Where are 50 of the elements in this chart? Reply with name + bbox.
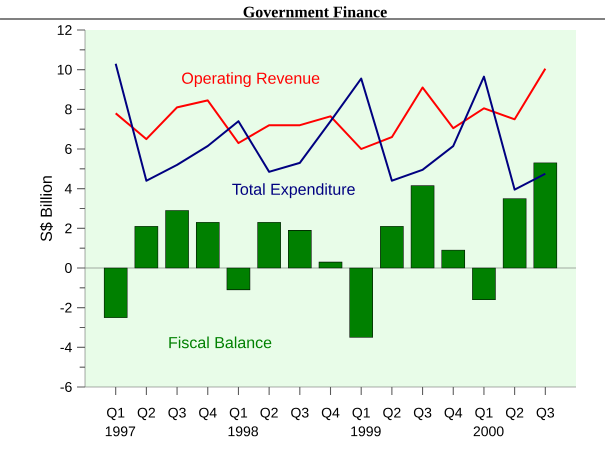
x-tick-label: Q3 [536, 408, 554, 420]
y-axis-title: S$ Billion [40, 176, 53, 242]
x-tick-label: Q2 [260, 408, 278, 420]
text: Fiscal Balance [169, 336, 272, 348]
bar [134, 226, 158, 268]
bar [257, 222, 281, 268]
x-tick-label: Q1 [107, 408, 124, 420]
x-tick-label: Q1 [475, 408, 493, 420]
x-tick-label: Q1 [230, 408, 248, 420]
y-tick-label: -6 [60, 382, 72, 392]
bar [165, 210, 189, 268]
x-tick-label: Q3 [168, 408, 186, 420]
x-tick-label: Q2 [383, 408, 401, 420]
x-tick-label: Q4 [322, 408, 340, 420]
y-tick-label: 12 [58, 25, 72, 35]
y-tick-label: 6 [65, 144, 72, 154]
x-tick-label: Q4 [444, 408, 462, 420]
bar [502, 198, 526, 268]
bar [472, 268, 496, 300]
chart-title: Government Finance [244, 6, 387, 18]
bar [196, 222, 220, 268]
text: 2000 [474, 426, 504, 436]
x-tick-label: Q2 [506, 408, 524, 420]
y-tick-label: 2 [65, 223, 72, 234]
text: 1999 [351, 426, 381, 436]
bar [226, 268, 250, 290]
series-label: Total Expenditure [232, 183, 355, 198]
series-label: Operating Revenue [182, 72, 320, 88]
text: 1998 [228, 426, 258, 436]
bar [104, 268, 128, 318]
line-series [114, 68, 546, 150]
x-tick-label: Q4 [199, 408, 217, 420]
bar [318, 262, 342, 268]
bar [441, 250, 466, 268]
y-tick-label: 8 [65, 104, 72, 114]
y-tick-label: -2 [60, 302, 72, 313]
bar [410, 185, 434, 268]
bar [380, 226, 404, 268]
y-tick-label: 10 [58, 64, 72, 75]
x-tick-label: Q2 [138, 408, 156, 420]
text: 1997 [106, 426, 136, 436]
bar [288, 230, 312, 268]
y-tick-label: 0 [65, 263, 72, 273]
y-tick-label: 4 [64, 184, 72, 194]
x-tick-label: Q3 [291, 408, 309, 420]
bar [349, 268, 373, 338]
x-tick-label: Q3 [414, 408, 432, 420]
x-tick-label: Q1 [352, 408, 370, 420]
bar [534, 162, 558, 268]
y-tick-label: -4 [60, 342, 72, 352]
